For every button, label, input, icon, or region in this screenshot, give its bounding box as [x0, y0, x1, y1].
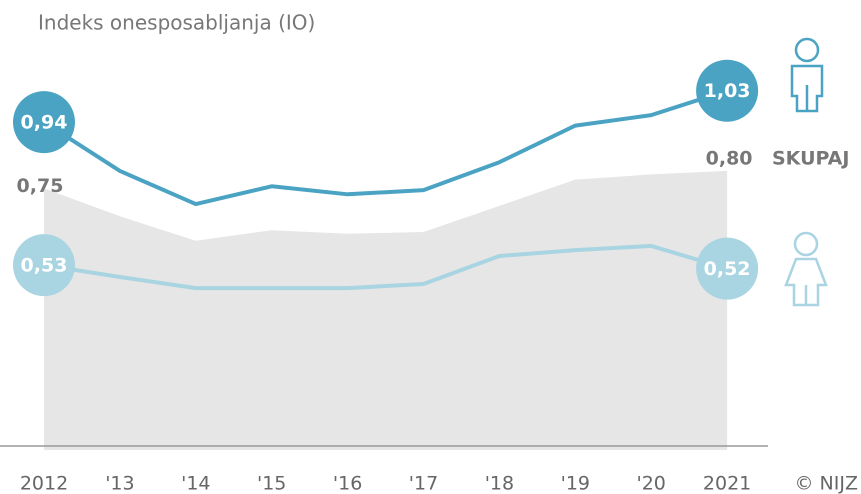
female-icon: [784, 231, 828, 307]
area: [44, 170, 728, 450]
line: [42, 88, 728, 207]
source: © NIJZ: [795, 473, 858, 494]
value-marker: [13, 91, 75, 154]
x-tick-label: '13: [105, 473, 134, 494]
x-tick-label: 2021: [703, 473, 751, 494]
value-marker: [696, 59, 759, 122]
value-label: 0,52: [704, 258, 751, 280]
x-tick-label: '19: [561, 473, 590, 494]
value-label: 1,03: [704, 80, 751, 102]
x-tick-label: '18: [485, 473, 514, 494]
x-tick-label: '14: [181, 473, 210, 494]
line: [43, 243, 728, 291]
male-icon: [790, 37, 824, 113]
area-label: 0,75: [17, 175, 64, 197]
value-marker: [696, 237, 759, 300]
x-tick-label: '20: [636, 473, 665, 494]
value-marker: [13, 234, 75, 297]
value-label: 0,94: [21, 112, 68, 134]
x-tick-label: '16: [333, 473, 362, 494]
area-label: 0,80: [706, 147, 753, 169]
chart-title: Indeks onesposabljanja (IO): [38, 11, 315, 35]
area-name: SKUPAJ: [772, 147, 849, 169]
x-tick-label: 2012: [20, 473, 68, 494]
x-tick-label: '17: [409, 473, 438, 494]
value-label: 0,53: [21, 255, 68, 277]
x-tick-label: '15: [257, 473, 286, 494]
